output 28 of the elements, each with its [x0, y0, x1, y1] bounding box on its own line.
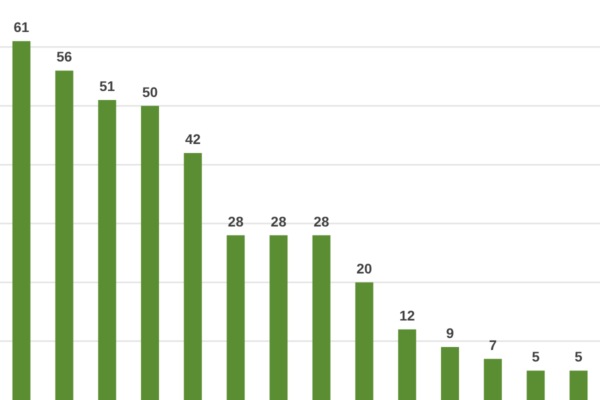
bar [226, 235, 245, 400]
bar [484, 358, 502, 400]
bar [141, 106, 159, 400]
data-label: 5 [532, 348, 540, 365]
data-label: 20 [356, 260, 372, 276]
data-label: 12 [399, 307, 416, 324]
data-label: 28 [228, 213, 244, 230]
data-label: 51 [99, 78, 116, 94]
bar [441, 347, 459, 400]
bar [184, 152, 202, 400]
bar [270, 235, 288, 400]
bar [55, 70, 74, 400]
data-label: 42 [185, 130, 201, 147]
data-label: 28 [314, 213, 330, 230]
bar [98, 100, 116, 400]
data-label: 56 [56, 48, 72, 65]
data-label: 5 [574, 348, 583, 365]
bar [312, 235, 330, 400]
bar [570, 370, 588, 400]
bar [398, 329, 416, 400]
bar [355, 282, 374, 400]
bar [12, 41, 30, 400]
bar [526, 370, 545, 400]
data-label: 9 [446, 325, 454, 342]
data-label: 61 [14, 19, 30, 36]
data-label: 50 [142, 84, 158, 100]
data-label: 7 [488, 336, 497, 353]
data-label: 28 [270, 213, 287, 230]
